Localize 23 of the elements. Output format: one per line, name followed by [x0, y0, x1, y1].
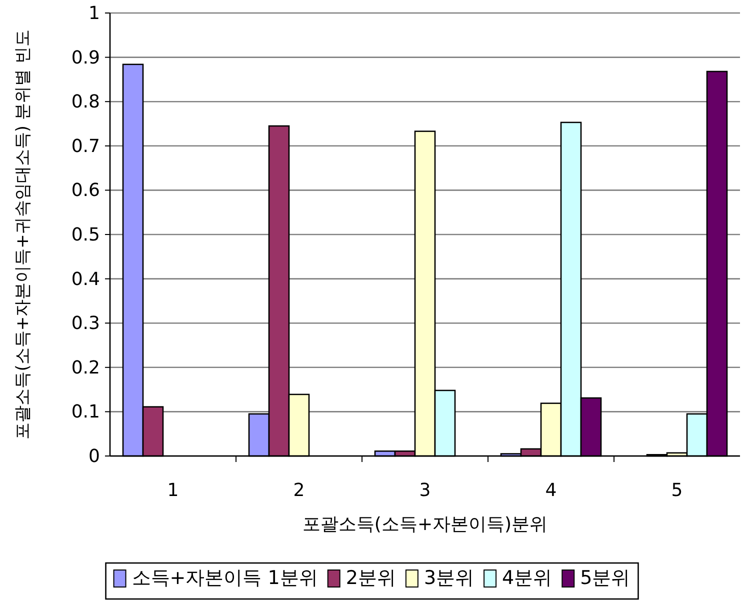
y-tick-label: 0.6	[71, 180, 100, 202]
y-tick-label: 0.2	[71, 357, 100, 378]
y-tick-label: 0.1	[71, 402, 100, 423]
legend-label: 5분위	[580, 567, 630, 589]
legend-label: 3분위	[424, 567, 474, 589]
x-tick-label: 1	[167, 480, 179, 501]
x-tick-label: 3	[419, 480, 431, 501]
y-axis-title: 포괄소득(소득+자본이득+귀속임대소득) 분위별 빈도	[13, 30, 33, 440]
legend-label: 4분위	[502, 567, 552, 589]
x-tick-label: 2	[293, 480, 305, 501]
y-tick-label: 0.5	[71, 224, 100, 246]
x-axis-title: 포괄소득(소득+자본이득)분위	[302, 514, 548, 535]
y-tick-label: 0.8	[71, 92, 100, 113]
y-tick-label: 0.7	[71, 136, 100, 157]
legend-label: 2분위	[346, 567, 396, 589]
x-tick-label: 5	[671, 480, 683, 501]
y-tick-label: 0.3	[71, 313, 100, 334]
y-tick-label: 0	[88, 446, 100, 467]
y-tick-label: 0.9	[71, 47, 100, 68]
y-tick-label: 1	[88, 3, 100, 24]
x-tick-label: 4	[545, 480, 557, 501]
y-tick-label: 0.4	[71, 268, 100, 290]
legend-label: 소득+자본이득 1분위	[132, 567, 318, 589]
